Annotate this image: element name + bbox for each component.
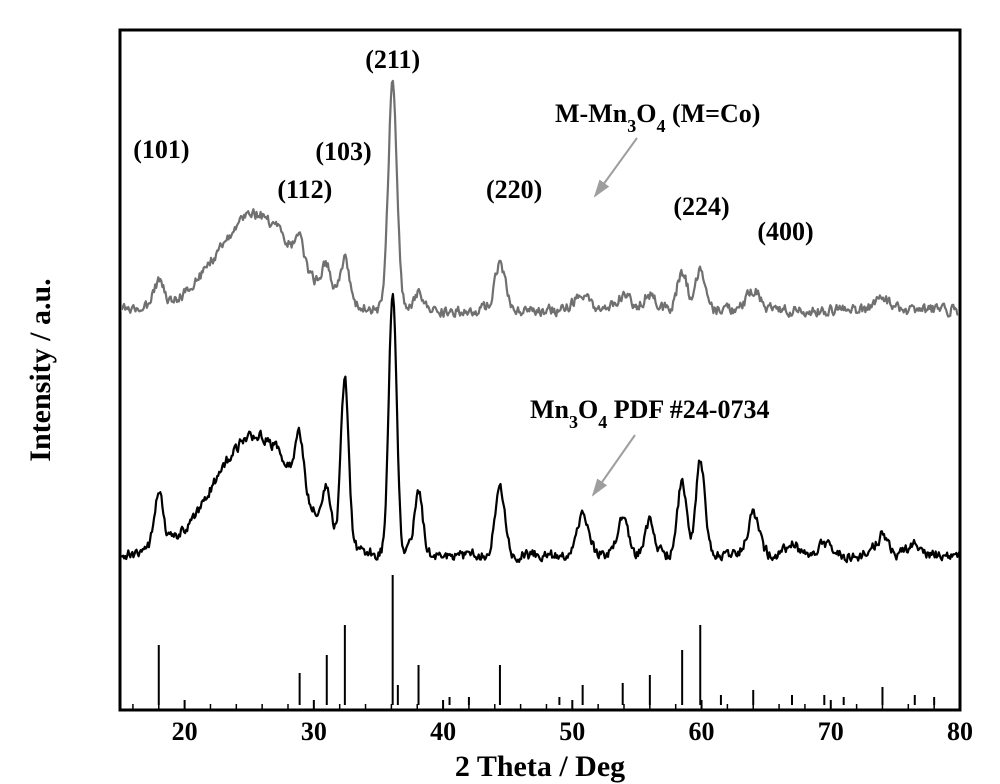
peak-label: (400) (757, 217, 813, 246)
y-axis-label: Intensity / a.u. (24, 278, 57, 461)
x-tick-label: 40 (430, 717, 456, 746)
xrd-chart: 20 30 40 50 60 70 80 2 Theta / Deg Intensity / a… (0, 0, 1000, 784)
peak-label: (112) (277, 175, 332, 204)
x-axis-label: 2 Theta / Deg (455, 750, 625, 783)
peak-label: (224) (673, 192, 729, 221)
x-tick-label: 70 (818, 717, 844, 746)
x-tick-label: 30 (301, 717, 327, 746)
peak-label: (101) (133, 135, 189, 164)
peak-label: (220) (486, 175, 542, 204)
x-tick-label: 50 (559, 717, 585, 746)
peak-label: (103) (315, 137, 371, 166)
x-tick-label: 20 (172, 717, 198, 746)
x-tick-label: 80 (947, 717, 973, 746)
chart-svg: 20 30 40 50 60 70 80 2 Theta / Deg Intensity / a… (0, 0, 1000, 784)
x-tick-label: 60 (689, 717, 715, 746)
peak-label: (211) (365, 45, 420, 74)
